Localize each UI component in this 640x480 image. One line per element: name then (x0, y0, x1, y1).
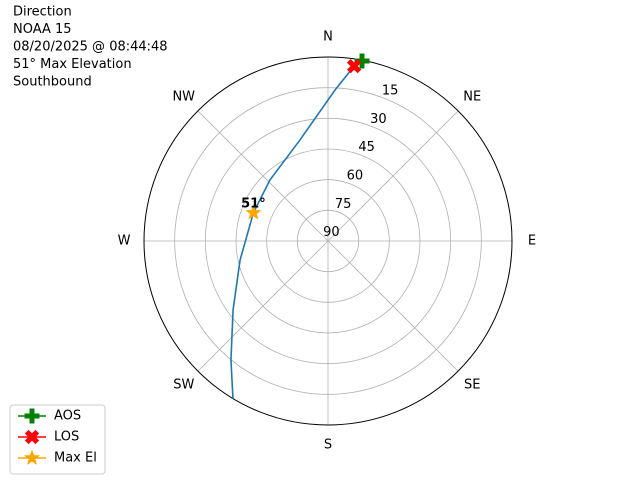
direction-label: NE (463, 89, 481, 104)
r-tick-label: 60 (347, 169, 364, 184)
marker (346, 58, 362, 74)
grid-spoke (327, 110, 459, 242)
r-tick-label: 45 (358, 140, 375, 155)
direction-label: N (323, 30, 333, 45)
direction-label: S (324, 438, 332, 453)
grid-spoke (197, 110, 329, 242)
legend-label: Max El (54, 451, 97, 466)
marker (354, 53, 370, 69)
direction-label: SW (173, 378, 194, 393)
grid-spoke (197, 240, 329, 372)
info-line: 08/20/2025 @ 08:44:48 (13, 40, 168, 55)
info-line: 51° Max Elevation (13, 57, 132, 72)
marker (245, 204, 262, 220)
polar-frame (143, 56, 513, 426)
legend-marker (23, 449, 41, 465)
r-tick-label: 30 (370, 112, 387, 127)
max-el-annotation: 51° (241, 196, 266, 211)
legend-label: LOS (54, 430, 79, 445)
info-line: Direction (13, 5, 72, 20)
grid-spoke (327, 240, 459, 372)
r-tick-label: 75 (335, 197, 352, 212)
direction-label: W (118, 234, 131, 249)
legend-marker (24, 429, 40, 445)
info-line: Southbound (13, 75, 92, 90)
r-tick-label: 15 (382, 84, 399, 99)
legend-marker (24, 408, 40, 424)
legend-label: AOS (54, 409, 81, 424)
direction-label: E (528, 234, 536, 249)
info-line: NOAA 15 (13, 22, 72, 37)
direction-label: SE (464, 378, 480, 393)
r-tick-label: 90 (323, 225, 340, 240)
direction-label: NW (172, 89, 195, 104)
